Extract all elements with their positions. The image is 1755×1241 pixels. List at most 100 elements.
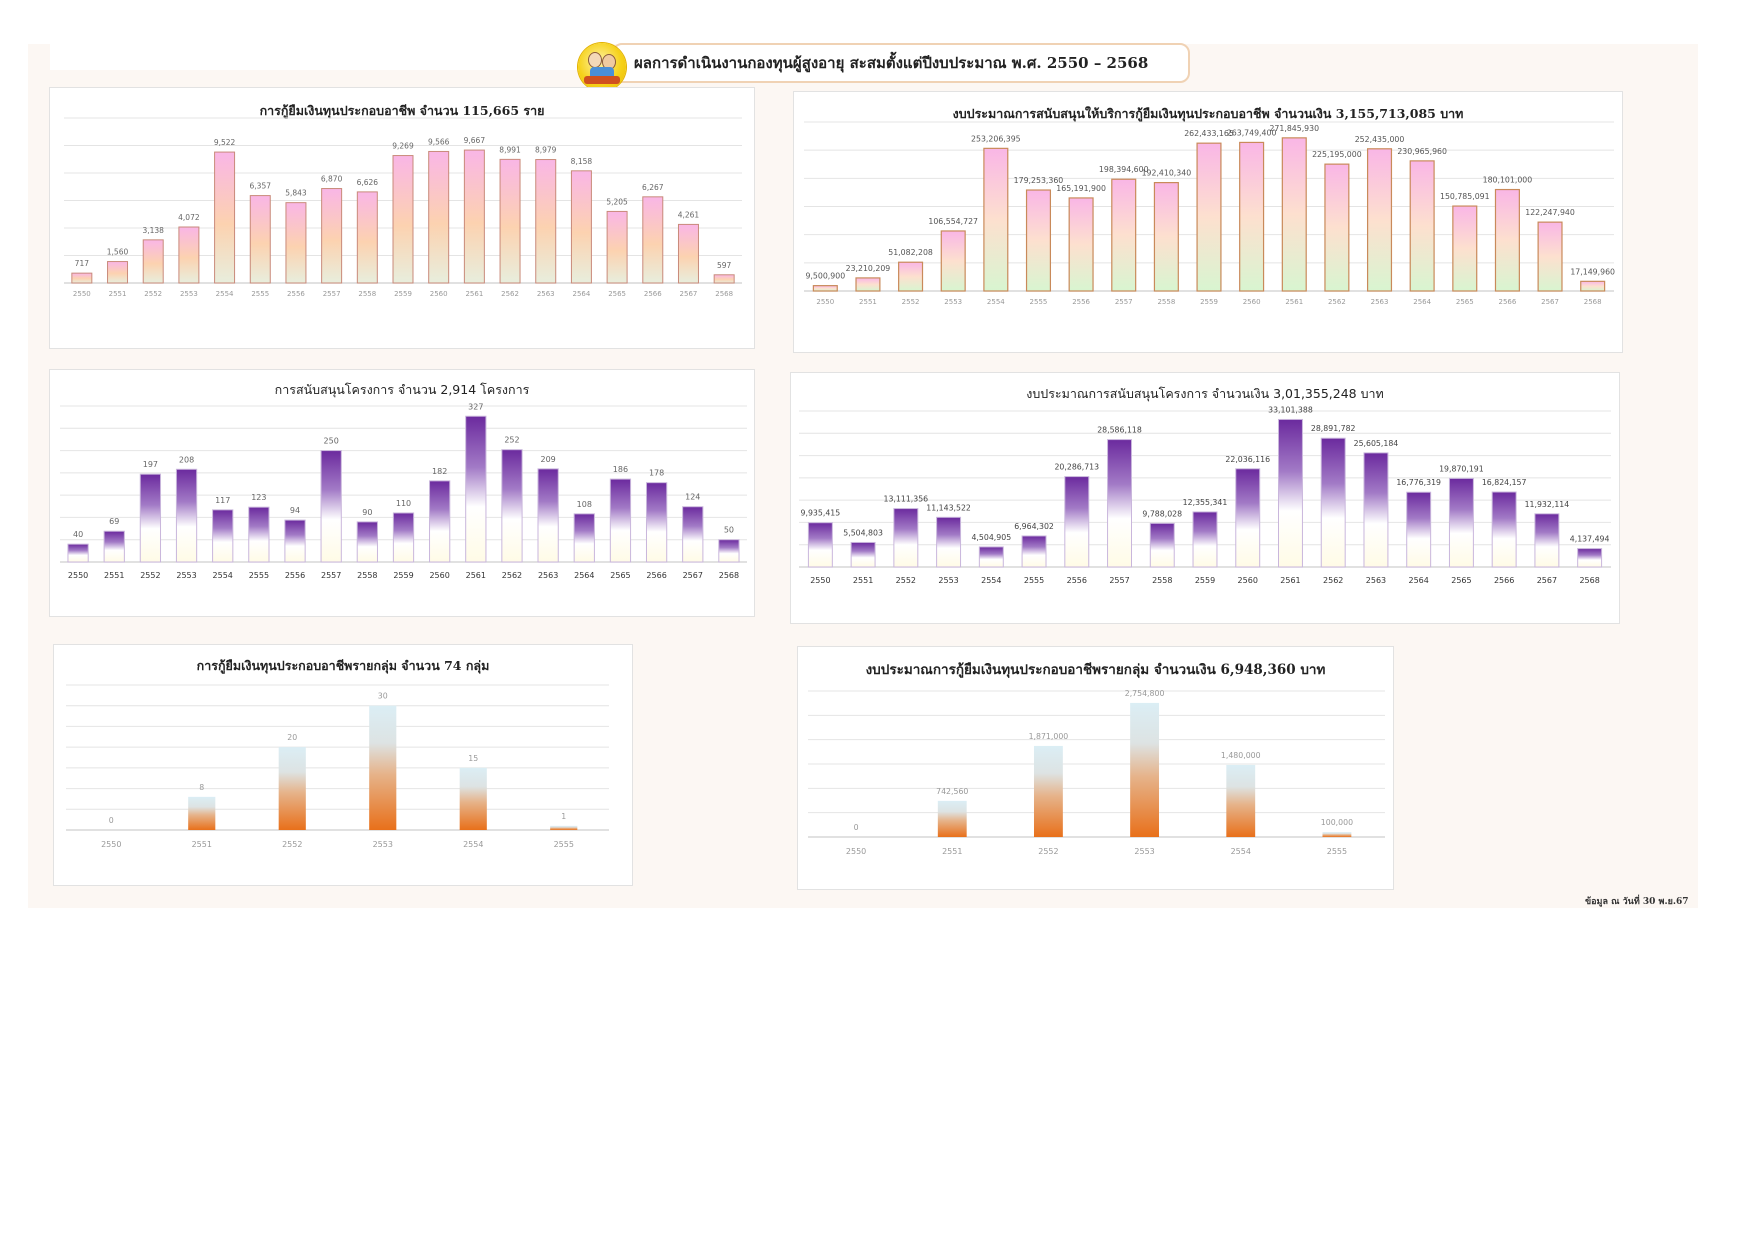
x-tick-label: 2560: [1243, 298, 1261, 306]
x-tick-label: 2551: [853, 576, 873, 585]
chart-title: การกู้ยืมเงินทุนประกอบอาชีพ จำนวน 115,66…: [259, 103, 545, 118]
x-tick-label: 2556: [285, 571, 305, 580]
data-label: 4,072: [178, 213, 200, 222]
data-label: 4,504,905: [971, 533, 1011, 542]
data-label: 5,504,803: [843, 528, 883, 537]
bar-2553: [175, 468, 198, 563]
chart-panel-projects-supported: การสนับสนุนโครงการ จำนวน 2,914 โครงการ 4…: [49, 369, 755, 617]
x-tick-label: 2551: [109, 290, 127, 298]
bar-2556: [285, 202, 307, 284]
dashboard-title-box: ผลการดำเนินงานกองทุนผู้สูงอายุ สะสมตั้งแ…: [612, 43, 1190, 83]
data-label: 208: [179, 455, 194, 464]
data-label: 252: [504, 436, 519, 445]
data-label: 2,754,800: [1125, 689, 1165, 698]
bar-2566: [1491, 491, 1517, 568]
data-label: 22,036,116: [1225, 455, 1270, 464]
data-label: 11,932,114: [1525, 500, 1570, 509]
x-tick-label: 2557: [321, 571, 341, 580]
x-tick-label: 2560: [1238, 576, 1258, 585]
bar-2563: [535, 159, 557, 284]
bar-2565: [609, 478, 632, 563]
x-tick-label: 2551: [859, 298, 877, 306]
bar-2553: [936, 516, 962, 568]
bar-2552: [142, 239, 164, 284]
data-label: 6,357: [250, 182, 272, 191]
bar-2550: [812, 285, 838, 292]
data-label: 0: [854, 823, 859, 832]
x-tick-label: 2554: [981, 576, 1001, 585]
data-label: 4,137,494: [1570, 535, 1610, 544]
x-tick-label: 2553: [180, 290, 198, 298]
bar-2559: [1192, 511, 1218, 568]
data-label: 327: [468, 402, 483, 411]
bar-2552: [139, 473, 162, 563]
x-tick-label: 2568: [715, 290, 733, 298]
data-label: 28,891,782: [1311, 424, 1356, 433]
bar-2552: [898, 261, 924, 292]
x-tick-label: 2566: [644, 290, 662, 298]
x-tick-label: 2568: [1584, 298, 1602, 306]
bar-2551: [188, 796, 216, 830]
bar-2565: [1452, 205, 1478, 292]
bar-2564: [1406, 491, 1432, 568]
data-label: 16,824,157: [1482, 478, 1527, 487]
x-tick-label: 2558: [357, 571, 377, 580]
data-label: 12,355,341: [1183, 498, 1228, 507]
x-tick-label: 2554: [463, 840, 483, 849]
bar-2566: [642, 196, 664, 284]
data-label: 110: [396, 499, 411, 508]
x-tick-label: 2554: [987, 298, 1005, 306]
bar-2561: [465, 415, 487, 563]
x-tick-label: 2550: [73, 290, 91, 298]
data-label: 40: [73, 530, 83, 539]
bar-2562: [501, 449, 523, 563]
bar-2558: [1153, 182, 1179, 292]
bar-2563: [1366, 148, 1393, 292]
data-label: 9,566: [428, 137, 450, 146]
bar-2557: [1107, 439, 1132, 568]
x-tick-label: 2567: [680, 290, 698, 298]
bar-2554: [214, 151, 236, 284]
bar-2552: [893, 508, 919, 568]
chart-panel-group-loan-budget: งบประมาณการกู้ยืมเงินทุนประกอบอาชีพรายกล…: [797, 646, 1394, 890]
x-tick-label: 2558: [358, 290, 376, 298]
bar-2550: [807, 522, 833, 568]
data-label: 9,500,900: [805, 272, 845, 281]
bar-chart-project-budget: 9,935,415 2550 5,504,803 2551 13,111,356 2552…: [799, 405, 1611, 585]
bar-2551: [937, 800, 967, 837]
bar-chart-individual-loans: 717 2550 1,560 2551 3,138 2552 4,072 2553 9,522 2…: [64, 117, 742, 298]
x-tick-label: 2562: [1328, 298, 1346, 306]
x-tick-label: 2551: [104, 571, 124, 580]
bar-2553: [178, 226, 200, 284]
x-tick-label: 2554: [1231, 847, 1251, 856]
bar-chart-group-loans: 0 2550 8 2551 20 2552 30 2553 15 2554 1 2555: [66, 684, 609, 849]
data-label: 4,261: [678, 210, 700, 219]
x-tick-label: 2553: [176, 571, 196, 580]
bar-2554: [459, 767, 487, 830]
chart-title: งบประมาณการสนับสนุนให้บริการกู้ยืมเงินทุ…: [952, 106, 1464, 121]
data-label: 1: [561, 812, 566, 821]
data-label: 69: [109, 517, 119, 526]
data-label: 230,965,960: [1397, 147, 1447, 156]
bar-2561: [1278, 418, 1303, 568]
bar-2555: [248, 506, 270, 563]
data-label: 108: [577, 500, 592, 509]
bar-2560: [1235, 468, 1261, 568]
bar-2560: [1239, 141, 1265, 292]
chart-panel-group-loans: การกู้ยืมเงินทุนประกอบอาชีพรายกลุ่ม จำนว…: [53, 644, 633, 886]
data-label: 100,000: [1321, 818, 1353, 827]
chart-panel-project-budget: งบประมาณการสนับสนุนโครงการ จำนวนเงิน 3,0…: [790, 372, 1620, 624]
data-label: 3,138: [142, 226, 164, 235]
data-label: 9,788,028: [1142, 509, 1182, 518]
data-label: 271,845,930: [1269, 124, 1319, 133]
data-label: 6,870: [321, 175, 343, 184]
data-label: 597: [717, 261, 732, 270]
data-label: 11,143,522: [926, 503, 971, 512]
x-tick-label: 2560: [429, 571, 449, 580]
data-label: 5,205: [606, 197, 628, 206]
data-label: 0: [109, 816, 114, 825]
x-tick-label: 2555: [249, 571, 269, 580]
chart-title: งบประมาณการกู้ยืมเงินทุนประกอบอาชีพรายกล…: [865, 662, 1326, 678]
chart-panel-individual-loans: การกู้ยืมเงินทุนประกอบอาชีพ จำนวน 115,66…: [49, 87, 755, 349]
data-label: 122,247,940: [1525, 208, 1575, 217]
